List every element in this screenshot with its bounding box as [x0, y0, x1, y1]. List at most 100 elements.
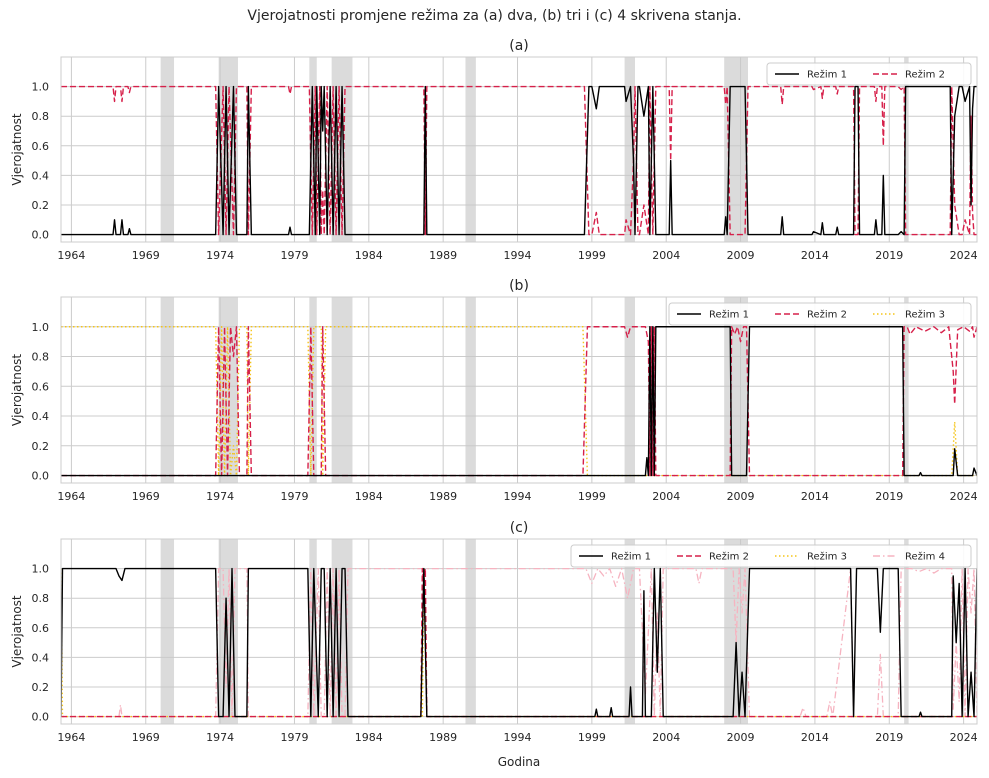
x-tick-label: 1974 [206, 490, 234, 503]
legend-label-2: Režim 2 [905, 69, 945, 81]
y-tick-label: 0.4 [32, 651, 50, 664]
legend-box [570, 544, 972, 568]
chart-panel-1: (a) 1964 1969 1974 1979 1984 1989 1994 1999 2004 2… [10, 38, 978, 262]
series-group [61, 85, 977, 236]
recession-band [624, 297, 635, 483]
recession-band [160, 297, 175, 483]
y-tick-label: 0.0 [32, 711, 50, 724]
recession-band [904, 297, 909, 483]
recession-band [160, 57, 175, 242]
x-tick-label: 1969 [132, 490, 160, 503]
y-tick-label: 0.8 [32, 592, 50, 605]
recession-band [465, 539, 476, 724]
x-tick-label: 2014 [801, 490, 829, 503]
y-tick-label: 0.8 [32, 110, 50, 123]
x-tick-label: 1994 [504, 731, 532, 744]
recession-band [465, 57, 476, 242]
x-tick-label: 2024 [950, 731, 978, 744]
y-axis-label: Vjerojatnost [10, 354, 24, 427]
x-tick-label: 1999 [578, 490, 606, 503]
x-tick-label: 1964 [57, 731, 85, 744]
plot-frame [60, 296, 978, 484]
y-tick-label: 0.2 [32, 681, 50, 694]
y-tick-label: 0.4 [32, 169, 50, 182]
y-tick-label: 0.8 [32, 351, 50, 364]
x-tick-label: 1979 [280, 249, 308, 262]
x-tick-label: 1994 [504, 249, 532, 262]
legend-box [668, 302, 972, 326]
series-line-4 [61, 567, 977, 718]
y-tick-label: 0.6 [32, 380, 50, 393]
x-tick-label: 1969 [132, 249, 160, 262]
x-tick-label: 1989 [429, 490, 457, 503]
x-tick-label: 1979 [280, 731, 308, 744]
y-tick-label: 0.4 [32, 410, 50, 423]
legend-box [766, 62, 972, 86]
recession-band [904, 57, 909, 242]
series-group [61, 326, 977, 477]
y-tick-label: 0.6 [32, 140, 50, 153]
legend-label-3: Režim 3 [905, 309, 945, 321]
x-tick-label: 2019 [875, 731, 903, 744]
panel-title: (a) [509, 38, 529, 54]
legend: Režim 1 Režim 2 [766, 62, 972, 86]
plot-frame [60, 538, 978, 725]
y-tick-label: 1.0 [32, 563, 50, 576]
x-tick-label: 1974 [206, 731, 234, 744]
x-tick-label: 1979 [280, 490, 308, 503]
x-tick-label: 1969 [132, 731, 160, 744]
x-tick-label: 2019 [875, 490, 903, 503]
x-tick-label: 1964 [57, 490, 85, 503]
series-line-2 [61, 567, 977, 718]
legend: Režim 1 Režim 2 Režim 3 Režim 4 [570, 544, 972, 568]
y-axis-label: Vjerojatnost [10, 595, 24, 668]
x-tick-label: 2009 [727, 731, 755, 744]
legend: Režim 1 Režim 2 Režim 3 [668, 302, 972, 326]
x-axis-label: Godina [498, 755, 541, 769]
x-tick-label: 2004 [652, 249, 680, 262]
panel-title: (c) [510, 520, 529, 536]
panel-title: (b) [509, 278, 529, 294]
plot-frame [60, 56, 978, 243]
series-line-3 [61, 567, 977, 718]
y-axis-label: Vjerojatnost [10, 113, 24, 186]
y-tick-label: 0.6 [32, 622, 50, 635]
x-tick-label: 1964 [57, 249, 85, 262]
recession-band [309, 297, 317, 483]
figure-title: Vjerojatnosti promjene režima za (a) dva… [247, 8, 742, 24]
x-tick-label: 2009 [727, 490, 755, 503]
y-tick-label: 0.2 [32, 440, 50, 453]
x-tick-label: 1999 [578, 249, 606, 262]
legend-label-4: Režim 4 [905, 551, 945, 563]
legend-label-1: Režim 1 [709, 309, 749, 321]
legend-label-1: Režim 1 [611, 551, 651, 563]
x-tick-label: 2019 [875, 249, 903, 262]
x-tick-label: 1989 [429, 249, 457, 262]
x-tick-label: 1984 [355, 490, 383, 503]
y-tick-label: 1.0 [32, 81, 50, 94]
series-line-2 [61, 85, 977, 236]
recession-band [160, 539, 175, 724]
x-tick-label: 2014 [801, 249, 829, 262]
y-tick-label: 0.2 [32, 199, 50, 212]
series-line-1 [61, 326, 977, 477]
x-tick-label: 1994 [504, 490, 532, 503]
legend-label-3: Režim 3 [807, 551, 847, 563]
legend-label-2: Režim 2 [807, 309, 847, 321]
chart-panel-2: (b) 1964 1969 1974 1979 1984 1989 1994 1999 2004 2… [10, 278, 978, 503]
x-tick-label: 1989 [429, 731, 457, 744]
x-tick-label: 2024 [950, 249, 978, 262]
x-tick-label: 2009 [727, 249, 755, 262]
legend-label-1: Režim 1 [807, 69, 847, 81]
series-line-3 [61, 326, 977, 477]
recession-band [904, 539, 909, 724]
chart-panel-3: (c) 1964 1969 1974 1979 1984 1989 1994 1999 2004 2… [10, 520, 978, 769]
y-tick-label: 0.0 [32, 470, 50, 483]
series-group [61, 567, 977, 718]
recession-band [624, 539, 635, 724]
recession-band [624, 57, 635, 242]
x-tick-label: 2014 [801, 731, 829, 744]
y-tick-label: 1.0 [32, 321, 50, 334]
legend-label-2: Režim 2 [709, 551, 749, 563]
series-line-1 [61, 567, 977, 718]
